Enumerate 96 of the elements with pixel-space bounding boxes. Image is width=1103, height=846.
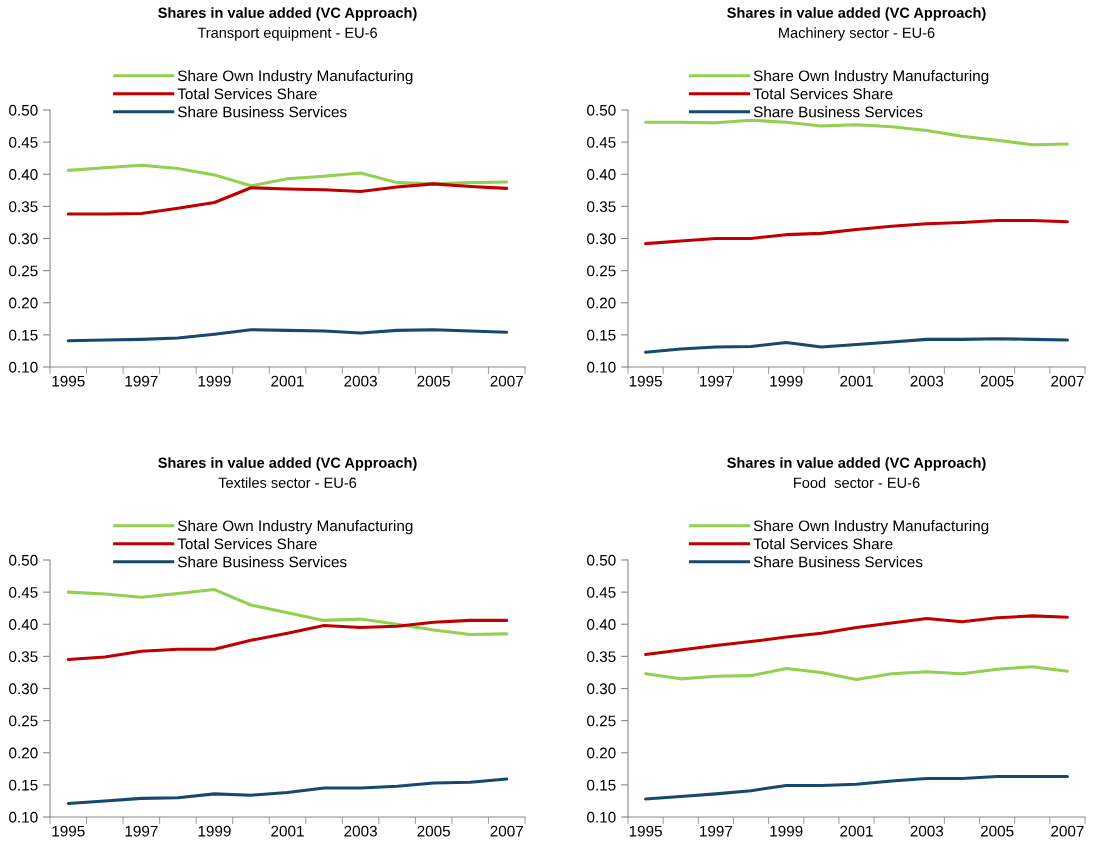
y-tick-label: 0.45 xyxy=(587,136,616,148)
x-tick-label: 1997 xyxy=(125,825,158,837)
x-tick-label: 2005 xyxy=(417,375,451,387)
x-tick-label: 1999 xyxy=(198,375,231,387)
y-tick-label: 0.45 xyxy=(9,586,38,598)
y-tick-label: 0.15 xyxy=(9,779,38,791)
y-tick-label: 0.35 xyxy=(587,651,616,663)
chart-title: Shares in value added (VC Approach) xyxy=(158,7,417,21)
legend-label: Total Services Share xyxy=(177,538,317,550)
x-tick-label: 1997 xyxy=(700,825,733,837)
x-tick-label: 2007 xyxy=(490,825,523,837)
x-tick-label: 2007 xyxy=(1051,825,1084,837)
x-tick-label: 2005 xyxy=(980,375,1014,387)
y-tick-label: 0.15 xyxy=(9,329,38,341)
chart-title: Shares in value added (VC Approach) xyxy=(727,7,986,21)
legend-label: Share Own Industry Manufacturing xyxy=(753,69,989,85)
legend-label: Share Business Services xyxy=(753,106,923,118)
line-series xyxy=(644,218,1069,246)
y-tick-label: 0.25 xyxy=(587,265,616,277)
x-tick-label: 2007 xyxy=(1051,375,1084,387)
x-tick-label: 1995 xyxy=(52,825,85,837)
x-tick-label: 2005 xyxy=(417,825,451,837)
y-tick-label: 0.20 xyxy=(587,747,616,759)
line-series xyxy=(644,665,1069,682)
line-series xyxy=(66,163,509,188)
y-tick-label: 0.25 xyxy=(9,265,38,277)
y-tick-label: 0.15 xyxy=(587,779,616,791)
y-tick-label: 0.40 xyxy=(587,169,616,180)
x-tick-label: 2003 xyxy=(910,825,944,837)
legend-label: Total Services Share xyxy=(177,88,317,100)
x-tick-label: 1995 xyxy=(52,375,85,387)
legend-label: Total Services Share xyxy=(753,88,893,100)
x-tick-label: 1999 xyxy=(198,825,231,837)
y-tick-label: 0.50 xyxy=(9,554,38,566)
x-tick-label: 1995 xyxy=(629,825,662,837)
y-tick-label: 0.10 xyxy=(9,811,38,823)
y-tick-label: 0.40 xyxy=(9,169,38,180)
legend-label: Share Business Services xyxy=(177,556,347,568)
line-series xyxy=(644,614,1069,656)
y-tick-label: 0.30 xyxy=(9,233,38,245)
y-tick-label: 0.10 xyxy=(587,361,616,373)
y-tick-label: 0.35 xyxy=(587,201,616,213)
y-tick-label: 0.50 xyxy=(9,104,38,116)
line-series xyxy=(66,588,509,637)
chart-subtitle: Food sector - EU-6 xyxy=(794,477,920,488)
line-series xyxy=(66,618,509,662)
chart-subtitle: Machinery sector - EU-6 xyxy=(779,27,935,41)
x-tick-label: 1999 xyxy=(770,825,803,837)
x-tick-label: 1997 xyxy=(700,375,733,387)
legend-label: Total Services Share xyxy=(753,538,893,550)
legend-label: Share Own Industry Manufacturing xyxy=(753,519,989,535)
line-series xyxy=(644,774,1069,801)
y-tick-label: 0.25 xyxy=(9,715,38,727)
line-series xyxy=(644,337,1069,354)
chart-subtitle: Transport equipment - EU-6 xyxy=(197,27,377,41)
chart-subtitle: Textiles sector - EU-6 xyxy=(218,477,357,488)
y-tick-label: 0.40 xyxy=(9,619,38,630)
chart-title: Shares in value added (VC Approach) xyxy=(727,457,986,471)
x-tick-label: 2003 xyxy=(344,825,377,837)
x-tick-label: 2001 xyxy=(840,375,873,387)
x-tick-label: 2001 xyxy=(271,375,304,387)
y-tick-label: 0.20 xyxy=(587,297,616,309)
y-tick-label: 0.35 xyxy=(9,201,38,213)
x-tick-label: 1995 xyxy=(629,375,662,387)
x-tick-label: 2003 xyxy=(910,375,944,387)
y-tick-label: 0.30 xyxy=(9,683,38,695)
y-tick-label: 0.20 xyxy=(9,747,38,759)
y-tick-label: 0.45 xyxy=(9,136,38,148)
y-tick-label: 0.20 xyxy=(9,297,38,309)
y-tick-label: 0.10 xyxy=(587,811,616,823)
x-tick-label: 2001 xyxy=(840,825,873,837)
legend-label: Share Own Industry Manufacturing xyxy=(177,69,413,85)
x-tick-label: 2005 xyxy=(980,825,1014,837)
y-tick-label: 0.10 xyxy=(9,361,38,373)
line-series xyxy=(644,118,1069,147)
y-tick-label: 0.30 xyxy=(587,233,616,245)
y-tick-label: 0.35 xyxy=(9,651,38,663)
y-tick-label: 0.45 xyxy=(587,586,616,598)
legend-label: Share Business Services xyxy=(177,106,347,118)
line-series xyxy=(66,328,509,343)
x-tick-label: 2003 xyxy=(344,375,377,387)
y-tick-label: 0.25 xyxy=(587,715,616,727)
line-series xyxy=(66,777,509,806)
y-tick-label: 0.30 xyxy=(587,683,616,695)
line-series xyxy=(66,182,509,216)
y-tick-label: 0.15 xyxy=(587,329,616,341)
chart-title: Shares in value added (VC Approach) xyxy=(158,457,417,471)
legend-label: Share Own Industry Manufacturing xyxy=(177,519,413,535)
legend-label: Share Business Services xyxy=(753,556,923,568)
x-tick-label: 1999 xyxy=(770,375,803,387)
x-tick-label: 2001 xyxy=(271,825,304,837)
y-tick-label: 0.40 xyxy=(587,619,616,630)
y-tick-label: 0.50 xyxy=(587,554,616,566)
x-tick-label: 2007 xyxy=(490,375,523,387)
x-tick-label: 1997 xyxy=(125,375,158,387)
y-tick-label: 0.50 xyxy=(587,104,616,116)
